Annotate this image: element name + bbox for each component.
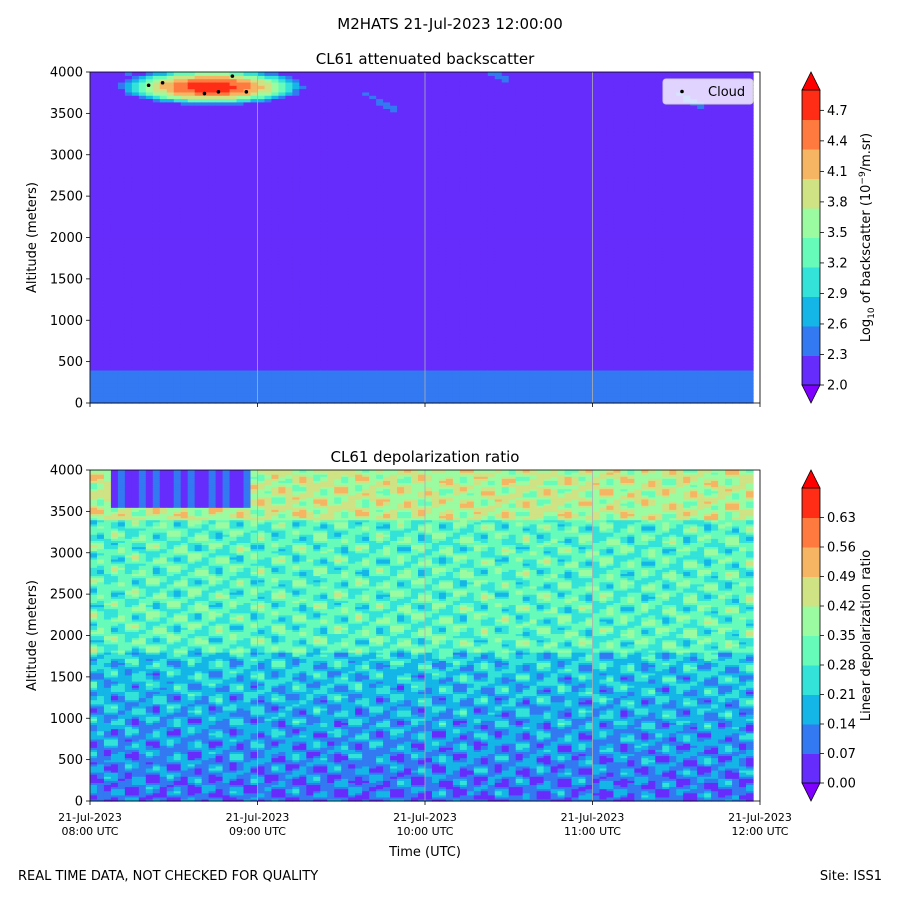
heatmap-cell: [404, 72, 412, 76]
heatmap-cell: [390, 72, 398, 76]
heatmap-cell: [369, 72, 377, 76]
heatmap-cell: [90, 72, 98, 76]
heatmap-cell: [341, 72, 349, 76]
heatmap-cell: [111, 72, 119, 76]
heatmap-cell: [153, 72, 161, 76]
heatmap-cell: [362, 72, 370, 76]
heatmap-cell: [160, 72, 168, 76]
heatmap-cell: [216, 72, 224, 76]
heatmap-cell: [285, 72, 293, 76]
heatmap-cell: [271, 72, 279, 76]
heatmap-cell: [195, 72, 203, 76]
heatmap-cell: [251, 72, 259, 76]
heatmap-cell: [348, 72, 356, 76]
heatmap-cell: [425, 72, 433, 76]
heatmap-cell: [118, 72, 126, 76]
heatmap-cell: [167, 72, 175, 76]
heatmap-cell: [125, 72, 133, 76]
chart-panel-1: CL61 attenuated backscatter0500100015002…: [25, 50, 877, 412]
heatmap-cell: [320, 72, 328, 76]
heatmap-cell: [292, 72, 300, 76]
heatmap-cell: [209, 72, 217, 76]
heatmap-cell: [313, 72, 321, 76]
heatmap-cell: [188, 72, 196, 76]
heatmap-cell: [327, 72, 335, 76]
heatmap-cell: [264, 72, 272, 76]
heatmap-cells: [90, 72, 754, 404]
heatmap-cell: [146, 72, 154, 76]
heatmap-cell: [223, 72, 231, 76]
heatmap-cell: [299, 72, 307, 76]
heatmap-cell: [132, 72, 140, 76]
heatmap-cell: [334, 72, 342, 76]
heatmap-cell: [376, 72, 384, 76]
heatmap-cell: [411, 72, 419, 76]
heatmap-cell: [97, 72, 105, 76]
heatmap-cell: [104, 72, 112, 76]
heatmap-cell: [202, 72, 210, 76]
heatmap-cell: [278, 72, 286, 76]
heatmap-cell: [306, 72, 314, 76]
heatmap-cell: [139, 72, 147, 76]
heatmap-cell: [355, 72, 363, 76]
heatmap-cell: [181, 72, 189, 76]
heatmap-cell: [383, 72, 391, 76]
heatmap-cell: [174, 72, 182, 76]
heatmap-cell: [258, 72, 266, 76]
heatmap-cell: [418, 72, 426, 76]
heatmap-cell: [237, 72, 245, 76]
heatmap-cell: [244, 72, 252, 76]
heatmap-cell: [397, 72, 405, 76]
